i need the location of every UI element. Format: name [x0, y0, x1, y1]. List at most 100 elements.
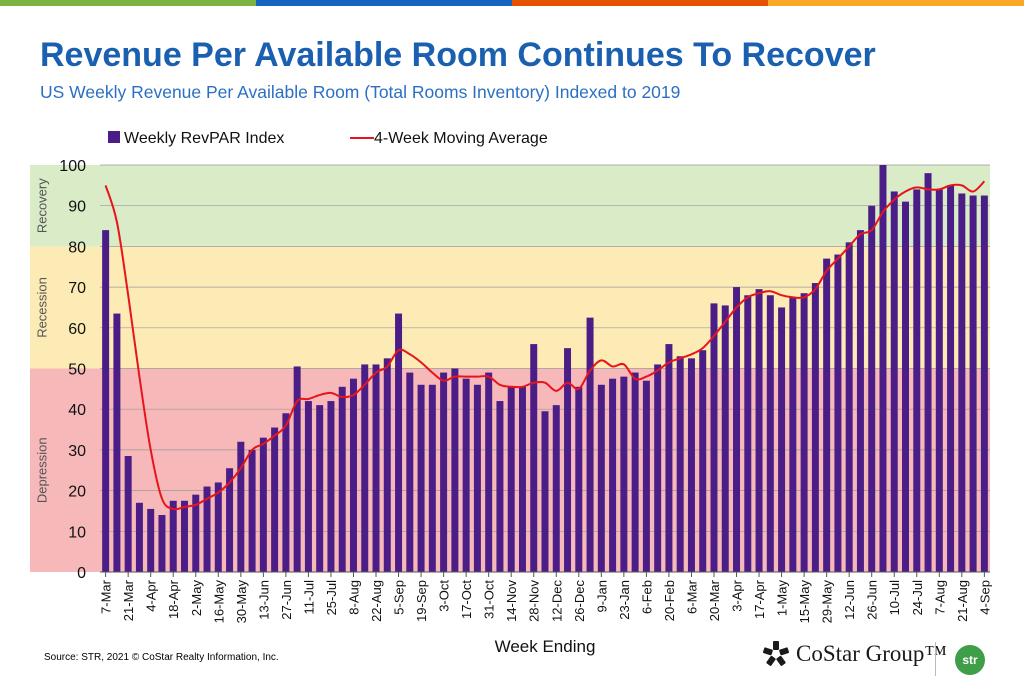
x-tick-label: 1-May [775, 580, 790, 617]
bar [699, 350, 707, 572]
x-tick-label: 3-Apr [730, 579, 745, 611]
bar [969, 195, 977, 572]
x-tick-label: 29-May [820, 580, 835, 624]
x-tick-label: 26-Dec [572, 580, 587, 622]
y-tick-label: 90 [68, 199, 86, 216]
bar [181, 500, 188, 572]
x-tick-label: 14-Nov [504, 580, 519, 622]
y-tick-label: 80 [68, 239, 86, 256]
bar [304, 401, 312, 572]
x-tick-label: 21-Aug [955, 580, 970, 622]
bar [811, 283, 819, 572]
zone-label-recovery: Recovery [34, 178, 49, 233]
x-tick-label: 4-Apr [144, 579, 159, 611]
bar [440, 372, 448, 572]
bar [124, 456, 132, 572]
bar [282, 413, 290, 572]
top-bar-segment-blue [256, 0, 512, 6]
zone-label-depression: Depression [34, 437, 49, 503]
bar [879, 165, 887, 572]
x-tick-label: 30-May [234, 580, 249, 624]
bar [868, 205, 876, 572]
bar [552, 405, 560, 572]
bar [248, 449, 256, 572]
y-tick-label: 50 [68, 362, 86, 379]
bar [518, 386, 526, 572]
x-tick-label: 7-Aug [932, 580, 947, 615]
x-tick-label: 6-Feb [639, 580, 654, 614]
bar [417, 384, 425, 572]
bar [158, 515, 166, 572]
legend-bar-label: Weekly RevPAR Index [124, 130, 284, 147]
x-tick-label: 3-Oct [437, 580, 452, 612]
x-tick-label: 13-Jun [256, 580, 271, 620]
bar [113, 313, 121, 572]
bar [924, 173, 932, 572]
bar [507, 386, 515, 572]
bar [564, 348, 572, 572]
x-tick-label: 2-May [189, 580, 204, 617]
legend-bar-swatch [108, 131, 120, 143]
bar [676, 356, 684, 572]
x-tick-label: 24-Jul [910, 580, 925, 616]
bar [293, 366, 301, 572]
x-tick-label: 28-Nov [527, 580, 542, 622]
y-tick-label: 20 [68, 484, 86, 501]
bar [597, 384, 605, 572]
bar [203, 486, 211, 572]
x-tick-label: 31-Oct [482, 580, 497, 619]
bar [135, 502, 143, 572]
str-logo: str [955, 645, 985, 675]
bar [766, 295, 774, 572]
bar [687, 358, 695, 572]
y-tick-label: 100 [59, 158, 86, 175]
bar [327, 401, 335, 572]
costar-logo-text: CoStar Group™ [796, 641, 947, 666]
bar [845, 242, 853, 572]
x-tick-label: 18-Apr [166, 579, 181, 619]
x-tick-label: 22-Aug [369, 580, 384, 622]
x-tick-label: 15-May [797, 580, 812, 624]
x-tick-label: 27-Jun [279, 580, 294, 620]
x-axis-title: Week Ending [495, 637, 596, 656]
x-tick-label: 8-Aug [346, 580, 361, 615]
logo-divider [935, 642, 936, 676]
bar [935, 189, 943, 573]
top-bar-segment-yellow [768, 0, 1024, 6]
bar [428, 384, 436, 572]
bar [654, 364, 662, 572]
bar [721, 305, 729, 572]
bar [192, 494, 200, 572]
x-tick-label: 16-May [211, 580, 226, 624]
costar-logo: CoStar Group™ [762, 640, 947, 668]
bar [642, 380, 650, 572]
bar [755, 289, 763, 572]
bar [856, 230, 864, 572]
bar [902, 201, 909, 572]
bar [338, 386, 346, 572]
x-tick-label: 11-Jul [301, 580, 316, 615]
x-tick-label: 17-Oct [459, 580, 474, 619]
page-title: Revenue Per Available Room Continues To … [40, 36, 876, 74]
bar [890, 191, 898, 572]
x-tick-label: 26-Jun [865, 580, 880, 620]
x-tick-label: 10-Jul [887, 580, 902, 616]
bar [316, 405, 324, 572]
moving-average-line [104, 180, 986, 511]
x-tick-label: 9-Jan [594, 580, 609, 613]
bar [237, 441, 245, 572]
bar [361, 364, 369, 572]
bar [586, 317, 594, 572]
top-color-bar [0, 0, 1024, 6]
bar [271, 427, 279, 572]
bar [913, 189, 921, 573]
bar [473, 384, 481, 572]
bar [406, 372, 414, 572]
bar [620, 376, 628, 572]
page-subtitle: US Weekly Revenue Per Available Room (To… [40, 82, 681, 102]
bar [665, 344, 673, 572]
x-tick-label: 4-Sep [977, 580, 992, 615]
x-tick-label: 19-Sep [414, 580, 429, 622]
y-tick-label: 40 [68, 402, 86, 419]
bar [530, 344, 538, 572]
